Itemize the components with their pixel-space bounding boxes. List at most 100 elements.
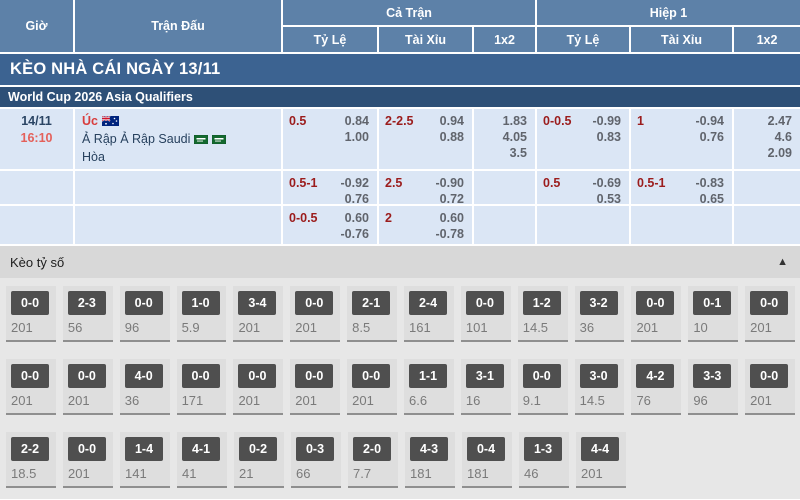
odds-value[interactable]: -0.83 [695, 176, 725, 190]
score-bet-cell[interactable]: 3-0 14.5 [574, 359, 625, 415]
h1-1x2-odds[interactable]: 2.47 4.6 2.09 [734, 109, 800, 169]
odds-value[interactable]: -0.76 [340, 227, 370, 241]
score-label: 4-0 [124, 364, 163, 388]
odds-value[interactable]: 2.47 [767, 114, 792, 128]
score-odds-value: 46 [524, 466, 539, 481]
collapse-arrow-icon[interactable]: ▲ [777, 256, 788, 268]
score-bet-cell[interactable]: 0-0 201 [745, 286, 796, 342]
score-bet-cell[interactable]: 3-1 16 [460, 359, 511, 415]
odds-value[interactable]: -0.69 [592, 176, 622, 190]
score-bet-cell[interactable]: 0-0 201 [63, 432, 113, 488]
odds-value[interactable]: -0.78 [435, 227, 465, 241]
ft-over-under-odds[interactable]: 2.5 -0.90 0.72 [379, 171, 472, 206]
odds-value[interactable]: 0.83 [596, 130, 621, 144]
score-bet-cell[interactable]: 0-4 181 [462, 432, 512, 488]
score-bet-cell[interactable]: 4-1 41 [177, 432, 227, 488]
odds-value[interactable]: -0.90 [435, 176, 465, 190]
score-bet-cell[interactable]: 2-3 56 [62, 286, 113, 342]
score-label: 1-1 [409, 364, 448, 388]
score-bet-cell[interactable]: 1-4 141 [120, 432, 170, 488]
score-bet-cell[interactable]: 0-0 201 [233, 359, 284, 415]
score-bet-cell[interactable]: 0-0 201 [62, 359, 113, 415]
score-bet-cell[interactable]: 0-0 201 [347, 359, 398, 415]
ft-1x2-odds[interactable]: 1.83 4.05 3.5 [474, 109, 535, 169]
header-ft-over-under: Tài Xỉu [379, 27, 472, 52]
score-bet-cell[interactable]: 2-0 7.7 [348, 432, 398, 488]
score-odds-value: 201 [636, 320, 659, 335]
ft-handicap-odds[interactable]: 0.5 0.84 1.00 [283, 109, 377, 169]
score-bet-cell[interactable]: 1-3 46 [519, 432, 569, 488]
score-bet-cell[interactable]: 0-0 101 [460, 286, 511, 342]
header-ft-handicap: Tỷ Lệ [283, 27, 377, 52]
score-bet-cell[interactable]: 1-2 14.5 [517, 286, 568, 342]
score-bet-cell[interactable]: 4-0 36 [119, 359, 170, 415]
odds-value[interactable]: 3.5 [509, 146, 527, 160]
score-bet-cell[interactable]: 0-2 21 [234, 432, 284, 488]
score-bet-cell[interactable]: 0-0 201 [745, 359, 796, 415]
ft-over-under-odds[interactable]: 2-2.5 0.94 0.88 [379, 109, 472, 169]
score-bet-cell[interactable]: 2-2 18.5 [6, 432, 56, 488]
odds-value[interactable]: 0.72 [439, 192, 464, 206]
h1-handicap-odds[interactable]: 0.5 -0.69 0.53 [537, 171, 629, 206]
odds-value[interactable]: 0.84 [344, 114, 369, 128]
score-bet-cell[interactable]: 0-0 201 [6, 286, 56, 342]
odds-value[interactable]: -0.94 [695, 114, 725, 128]
score-bet-cell[interactable]: 0-0 201 [631, 286, 682, 342]
ft-handicap-odds[interactable]: 0-0.5 0.60 -0.76 [283, 206, 377, 244]
league-bar[interactable]: World Cup 2026 Asia Qualifiers [0, 87, 800, 107]
h1-over-under-odds[interactable]: 0.5-1 -0.83 0.65 [631, 171, 732, 206]
away-team-name[interactable]: Ả Rập Ả Rập Saudi [82, 132, 191, 146]
ft-over-under-odds[interactable]: 2 0.60 -0.78 [379, 206, 472, 244]
score-bet-cell[interactable]: 3-4 201 [233, 286, 284, 342]
header-time: Giờ [0, 0, 73, 52]
score-bet-cell[interactable]: 0-1 10 [688, 286, 739, 342]
score-bet-cell[interactable]: 4-3 181 [405, 432, 455, 488]
odds-value[interactable]: 0.53 [596, 192, 621, 206]
score-bet-cell[interactable]: 0-0 9.1 [517, 359, 568, 415]
h1-over-under-odds[interactable]: 1 -0.94 0.76 [631, 109, 732, 169]
score-label: 0-0 [11, 291, 49, 315]
score-odds-value: 201 [238, 393, 261, 408]
odds-value[interactable]: 2.09 [767, 146, 792, 160]
odds-value[interactable]: 1.83 [502, 114, 527, 128]
score-bet-cell[interactable]: 1-1 6.6 [404, 359, 454, 415]
score-bet-cell[interactable]: 2-4 161 [404, 286, 454, 342]
score-bet-cell[interactable]: 4-4 201 [576, 432, 626, 488]
odds-value[interactable]: 0.94 [439, 114, 464, 128]
odds-value[interactable]: -0.99 [592, 114, 622, 128]
score-odds-value: 41 [182, 466, 197, 481]
odds-value[interactable]: -0.92 [340, 176, 370, 190]
correct-score-title: Kèo tỷ số [10, 254, 65, 270]
score-bet-cell[interactable]: 0-0 201 [6, 359, 56, 415]
empty-cell [474, 171, 535, 204]
score-bet-cell[interactable]: 3-2 36 [574, 286, 625, 342]
h1-handicap-odds[interactable]: 0-0.5 -0.99 0.83 [537, 109, 629, 169]
odds-value[interactable]: 0.65 [699, 192, 724, 206]
score-label: 4-4 [581, 437, 619, 461]
score-bet-cell[interactable]: 0-3 66 [291, 432, 341, 488]
home-team-name[interactable]: Úc [82, 114, 98, 128]
odds-value[interactable]: 4.6 [774, 130, 792, 144]
score-bet-cell[interactable]: 0-0 201 [290, 286, 341, 342]
score-odds-value: 36 [579, 320, 595, 335]
score-bet-cell[interactable]: 0-0 201 [290, 359, 341, 415]
score-bet-cell[interactable]: 2-1 8.5 [347, 286, 398, 342]
odds-value[interactable]: 1.00 [344, 130, 369, 144]
odds-value[interactable]: 0.60 [344, 211, 369, 225]
score-bet-cell[interactable]: 0-0 171 [176, 359, 227, 415]
odds-value[interactable]: 0.60 [439, 211, 464, 225]
odds-value[interactable]: 0.88 [439, 130, 464, 144]
ft-handicap-odds[interactable]: 0.5-1 -0.92 0.76 [283, 171, 377, 206]
odds-value[interactable]: 0.76 [344, 192, 369, 206]
score-bet-cell[interactable]: 4-2 76 [631, 359, 682, 415]
odds-value[interactable]: 0.76 [699, 130, 724, 144]
score-bet-cell[interactable]: 1-0 5.9 [176, 286, 227, 342]
correct-score-header[interactable]: Kèo tỷ số ▲ [0, 246, 800, 278]
odds-value[interactable]: 4.05 [502, 130, 527, 144]
score-odds-value: 201 [68, 466, 90, 481]
match-teams-cell[interactable]: Úc Ả Rập Ả Rập Saudi Hòa [75, 109, 281, 169]
score-bet-cell[interactable]: 0-0 96 [119, 286, 170, 342]
handicap-line: 0.5 [543, 176, 561, 190]
score-bet-cell[interactable]: 3-3 96 [688, 359, 739, 415]
score-odds-value: 181 [410, 466, 432, 481]
